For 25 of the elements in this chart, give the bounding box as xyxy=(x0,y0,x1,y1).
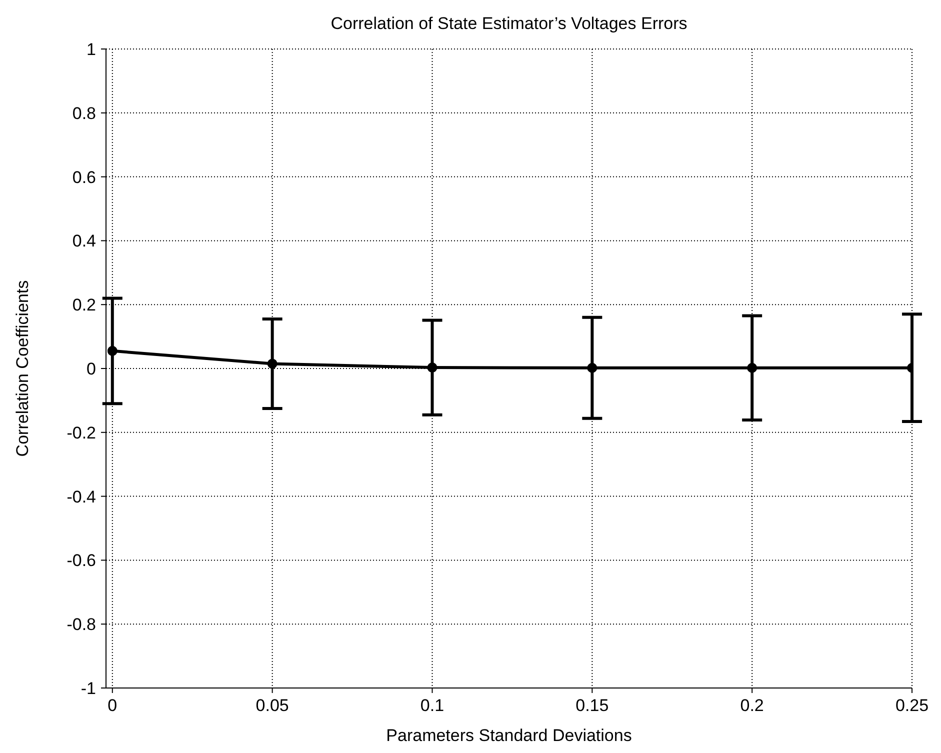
x-tick-label: 0.25 xyxy=(895,696,929,716)
point xyxy=(587,362,598,373)
y-tick-label: 1 xyxy=(86,40,96,60)
x-tick-label: 0.2 xyxy=(740,696,764,716)
y-tick-label: -1 xyxy=(80,679,96,698)
x-tick-label: 0 xyxy=(108,696,118,716)
y-tick-label: 0.8 xyxy=(72,104,96,123)
point xyxy=(267,358,278,369)
y-tick-label: 0 xyxy=(86,360,96,379)
chart-title: Correlation of State Estimator’s Voltages Errors xyxy=(330,14,688,34)
y-tick-label: 0.6 xyxy=(72,168,96,187)
y-tick-label: -0.8 xyxy=(66,615,96,634)
x-tick-label: 0.05 xyxy=(256,696,289,716)
x-axis-title: Parameters Standard Deviations xyxy=(386,726,632,745)
y-tick-label: 0.4 xyxy=(72,232,96,251)
point xyxy=(107,346,118,356)
x-tick-label: 0.15 xyxy=(576,696,609,716)
y-tick-label: -0.2 xyxy=(66,423,96,442)
y-tick-label: 0.2 xyxy=(72,296,96,315)
point xyxy=(427,362,438,373)
point xyxy=(747,362,758,373)
y-axis-title: Correlation Coefficients xyxy=(13,280,32,457)
y-tick-label: -0.4 xyxy=(66,487,96,506)
x-tick-label: 0.1 xyxy=(420,696,444,716)
y-tick-label: -0.6 xyxy=(66,551,96,570)
